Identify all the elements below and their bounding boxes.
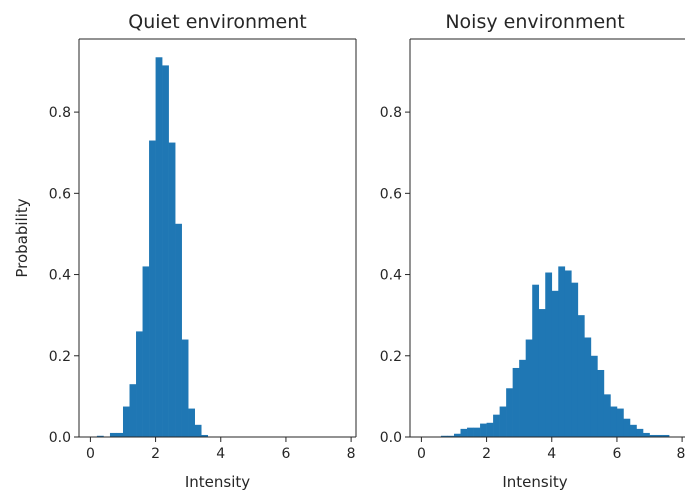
noisy-histogram-panel: 0 2 4 6 8 0.0 0.2 0.4 0.6 0.8 Noisy environment Int…	[380, 11, 686, 490]
noisy-xtick-label-1: 2	[482, 446, 491, 462]
noisy-bar-11	[506, 388, 513, 437]
noisy-xtick-label-2: 4	[547, 446, 556, 462]
quiet-x-axis-label: Intensity	[185, 473, 250, 490]
noisy-bar-12	[512, 367, 520, 437]
quiet-bar-15	[188, 408, 195, 437]
quiet-y-axis-label: Probability	[13, 198, 31, 277]
noisy-chart-title: Noisy environment	[445, 11, 624, 33]
noisy-bar-30	[629, 424, 637, 437]
noisy-xtick-label-4: 8	[677, 446, 686, 462]
noisy-bar-6	[473, 427, 481, 437]
quiet-histogram-panel: 0 2 4 6 8 0.0 0.2 0.4 0.6 0.8 Quiet environment Int…	[13, 11, 357, 490]
noisy-bar-9	[493, 414, 500, 437]
noisy-bar-34	[656, 434, 663, 437]
noisy-bar-32	[643, 432, 650, 437]
noisy-bar-22	[577, 315, 585, 437]
noisy-bar-23	[584, 337, 592, 437]
noisy-bar-14	[525, 339, 533, 437]
quiet-xtick-label-0: 0	[86, 446, 95, 462]
quiet-xtick-label-2: 4	[216, 446, 225, 462]
quiet-xtick-label-4: 8	[347, 446, 356, 462]
noisy-bar-25	[597, 369, 605, 437]
quiet-ytick-label-1: 0.2	[49, 349, 71, 365]
quiet-bar-16	[194, 424, 202, 437]
noisy-bar-29	[623, 418, 631, 437]
noisy-ytick-label-0: 0.0	[380, 430, 402, 446]
noisy-bar-19	[558, 266, 566, 437]
noisy-bar-16	[538, 309, 546, 437]
quiet-bar-6	[129, 384, 137, 437]
noisy-bar-33	[649, 434, 657, 437]
quiet-bar-10	[155, 57, 163, 437]
quiet-ytick-label-0: 0.0	[49, 430, 71, 446]
noisy-bar-7	[480, 423, 487, 437]
quiet-bar-1	[96, 435, 104, 437]
noisy-bar-26	[603, 394, 611, 437]
noisy-ytick-label-4: 0.8	[380, 105, 402, 121]
noisy-bar-2	[447, 435, 455, 437]
quiet-chart-title: Quiet environment	[128, 11, 306, 33]
quiet-xtick-label-3: 6	[281, 446, 290, 462]
noisy-bar-24	[590, 355, 598, 437]
noisy-ytick-label-3: 0.6	[380, 186, 402, 202]
noisy-bar-18	[551, 290, 559, 437]
quiet-bar-7	[136, 331, 143, 437]
noisy-bar-10	[499, 406, 507, 437]
noisy-xtick-label-3: 6	[612, 446, 621, 462]
quiet-bar-5	[122, 406, 130, 437]
quiet-bar-12	[168, 142, 176, 437]
noisy-bar-28	[616, 408, 624, 437]
noisy-ytick-label-2: 0.4	[380, 268, 402, 284]
quiet-bar-3	[109, 432, 117, 437]
noisy-bar-20	[564, 270, 572, 437]
noisy-bar-5	[467, 427, 474, 437]
noisy-ytick-label-1: 0.2	[380, 349, 402, 365]
quiet-ytick-label-3: 0.6	[49, 186, 71, 202]
noisy-bar-1	[440, 435, 448, 437]
quiet-bar-9	[149, 140, 156, 437]
quiet-bar-14	[181, 339, 189, 437]
quiet-ytick-label-4: 0.8	[49, 105, 71, 121]
noisy-bar-15	[532, 284, 540, 437]
quiet-bar-17	[201, 434, 209, 437]
quiet-bar-8	[142, 266, 150, 437]
noisy-x-axis-label: Intensity	[502, 473, 567, 490]
noisy-bar-17	[545, 272, 553, 437]
noisy-bar-8	[486, 422, 494, 437]
quiet-bar-11	[162, 65, 169, 438]
noisy-bar-35	[662, 434, 670, 437]
quiet-ytick-label-2: 0.4	[49, 268, 71, 284]
quiet-xtick-label-1: 2	[151, 446, 160, 462]
noisy-bar-31	[636, 428, 644, 437]
quiet-bar-13	[175, 223, 182, 437]
noisy-bar-21	[571, 282, 579, 437]
noisy-bar-4	[460, 428, 468, 437]
quiet-bar-4	[116, 432, 124, 437]
noisy-bar-3	[453, 433, 461, 437]
noisy-xtick-label-0: 0	[417, 446, 426, 462]
noisy-bar-13	[519, 359, 526, 437]
noisy-bar-27	[610, 406, 618, 437]
